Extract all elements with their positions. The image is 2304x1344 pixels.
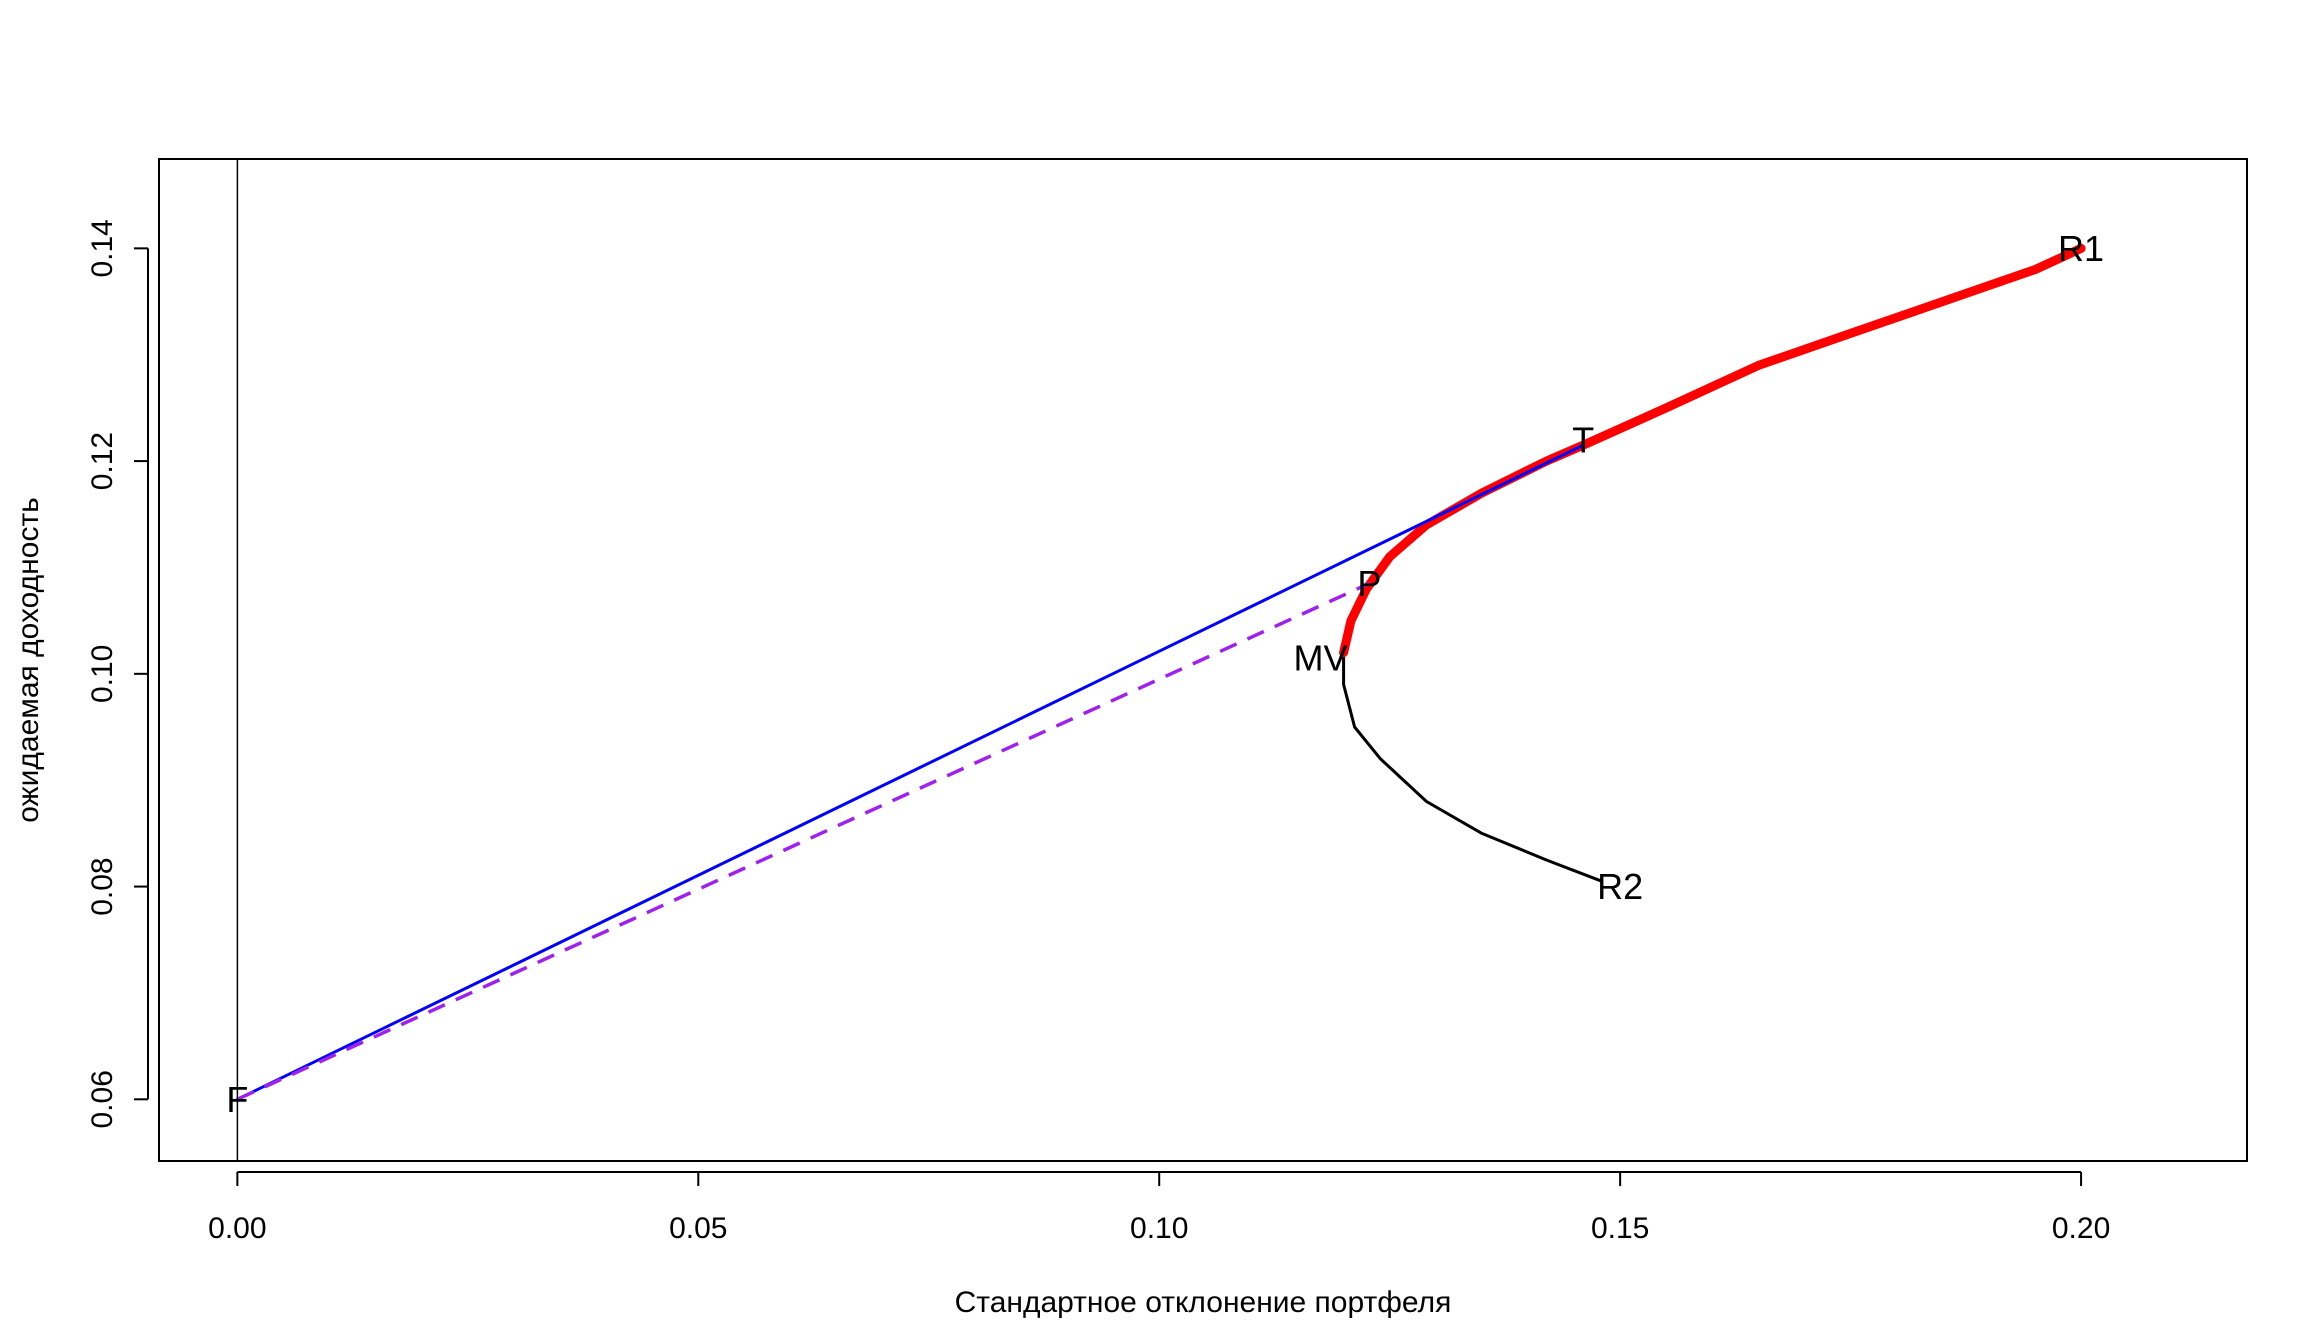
frontier-lower-line: [1342, 651, 1604, 883]
point-label-t: T: [1572, 419, 1594, 460]
y-tick-label: 0.08: [86, 857, 119, 915]
point-label-f: F: [226, 1079, 248, 1120]
point-label-r2: R2: [1597, 866, 1643, 907]
x-tick-label: 0.20: [2052, 1212, 2110, 1245]
annotation-layer: F MVP T R1 R2: [226, 228, 2104, 1120]
y-tick-label: 0.06: [86, 1070, 119, 1128]
point-label-r1: R1: [2058, 228, 2104, 269]
dashed-line: [236, 581, 1371, 1101]
point-label-p: P: [1357, 563, 1381, 604]
x-axis-title: Стандартное отклонение портфеля: [955, 1286, 1452, 1319]
x-tick-label: 0.05: [669, 1212, 727, 1245]
tangent-line: [235, 443, 1585, 1101]
x-tick-label: 0.00: [208, 1212, 266, 1245]
y-tick-label: 0.14: [86, 219, 119, 277]
x-tick-label: 0.15: [1591, 1212, 1649, 1245]
series-layer: [235, 158, 2086, 1162]
y-tick-label: 0.12: [86, 432, 119, 490]
x-tick-label: 0.10: [1130, 1212, 1188, 1245]
y-axis-title: ожидаемая доходность: [12, 497, 45, 823]
axes-layer: 0.00 0.05 0.10 0.15 0.20 0.06 0.08 0.10 0.12 0.14: [86, 219, 2110, 1245]
y-tick-label: 0.10: [86, 645, 119, 703]
plot-frame: [158, 158, 2248, 1162]
efficient-frontier-line: [1339, 243, 2086, 658]
point-label-mv: MV: [1294, 637, 1348, 678]
